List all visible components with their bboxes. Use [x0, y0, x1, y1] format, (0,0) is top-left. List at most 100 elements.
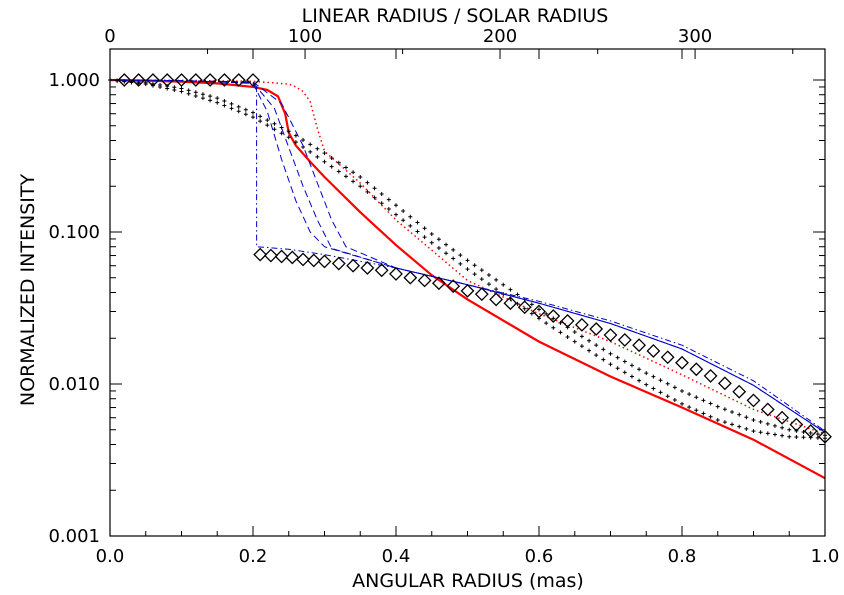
- model-point-plus: [372, 186, 377, 191]
- model-point-plus: [343, 165, 348, 170]
- model-point-plus: [358, 184, 363, 189]
- top-tick-label: 200: [483, 26, 517, 47]
- model-point-plus: [744, 415, 749, 420]
- model-point-plus: [429, 232, 434, 237]
- model-point-plus: [522, 306, 527, 311]
- data-point-diamond: [203, 73, 218, 87]
- data-point-diamond: [217, 73, 232, 87]
- model-point-plus: [615, 355, 620, 360]
- series-line-dashed: [109, 79, 826, 433]
- series-line-solid: [109, 78, 826, 480]
- model-point-plus: [215, 96, 220, 101]
- model-point-plus: [158, 82, 163, 87]
- model-point-plus: [279, 131, 284, 136]
- model-point-plus: [529, 311, 534, 316]
- model-point-plus: [608, 351, 613, 356]
- data-point-diamond: [117, 73, 132, 87]
- model-point-plus: [343, 174, 348, 179]
- model-point-plus: [537, 307, 541, 312]
- model-point-plus: [408, 214, 413, 219]
- model-point-plus: [465, 267, 470, 272]
- data-point-diamond: [274, 249, 289, 264]
- model-point-plus: [665, 394, 670, 399]
- model-point-plus: [765, 421, 770, 426]
- model-point-plus: [458, 253, 463, 258]
- x-tick-label: 0.6: [525, 546, 554, 567]
- model-point-plus: [265, 118, 270, 123]
- data-point-diamond: [632, 338, 647, 353]
- model-point-plus: [722, 420, 727, 425]
- model-point-plus: [444, 242, 449, 247]
- model-point-plus: [708, 414, 713, 419]
- model-point-plus: [744, 426, 749, 431]
- model-point-plus: [379, 201, 384, 206]
- model-point-plus: [200, 96, 205, 101]
- model-point-plus: [486, 282, 491, 287]
- data-point-diamond: [489, 292, 504, 307]
- model-point-plus: [451, 247, 456, 252]
- model-point-plus: [780, 425, 785, 430]
- top-tick-label: 300: [678, 26, 712, 47]
- series-layer: [108, 73, 832, 480]
- model-point-plus: [780, 433, 785, 438]
- model-point-plus: [365, 189, 370, 194]
- model-point-plus: [551, 325, 556, 330]
- data-point-diamond: [253, 247, 268, 262]
- model-point-plus: [658, 390, 663, 395]
- model-point-plus: [708, 401, 713, 406]
- model-point-plus: [193, 93, 198, 98]
- model-point-plus: [172, 85, 177, 90]
- data-point-diamond: [160, 73, 175, 87]
- model-point-plus: [680, 388, 684, 393]
- model-point-plus: [336, 169, 341, 174]
- model-point-plus: [622, 359, 627, 364]
- model-point-plus: [751, 417, 756, 422]
- model-point-plus: [208, 94, 213, 99]
- model-point-plus: [415, 220, 420, 225]
- model-point-plus: [479, 268, 484, 273]
- model-point-plus: [315, 154, 320, 159]
- data-point-diamond: [517, 300, 532, 315]
- data-point-diamond: [589, 322, 604, 336]
- model-point-plus: [629, 363, 634, 368]
- model-point-plus: [479, 277, 484, 282]
- data-point-diamond: [246, 73, 260, 87]
- model-point-plus: [572, 329, 577, 334]
- model-point-plus: [336, 160, 341, 165]
- model-point-plus: [687, 392, 692, 397]
- model-point-plus: [394, 203, 398, 208]
- model-point-plus: [322, 151, 327, 156]
- model-point-plus: [544, 321, 549, 326]
- model-point-plus: [608, 362, 613, 367]
- top-tick-label: 0: [104, 26, 115, 47]
- data-point-diamond: [188, 73, 203, 87]
- model-point-plus: [687, 405, 692, 410]
- model-point-plus: [772, 432, 777, 437]
- model-point-plus: [815, 435, 820, 440]
- model-point-plus: [558, 320, 563, 325]
- data-point-diamond: [503, 296, 518, 311]
- data-point-diamond: [532, 304, 546, 319]
- series-line-dashed: [109, 79, 826, 433]
- model-point-plus: [787, 434, 792, 439]
- model-point-plus: [186, 88, 191, 93]
- model-point-plus: [315, 146, 320, 151]
- data-point-diamond: [263, 248, 278, 263]
- data-point-diamond: [360, 261, 375, 275]
- data-point-diamond: [546, 309, 561, 323]
- data-point-diamond: [789, 417, 804, 432]
- model-point-plus: [329, 155, 334, 160]
- model-point-plus: [308, 142, 313, 147]
- model-point-plus: [644, 382, 649, 387]
- model-point-plus: [229, 106, 234, 111]
- model-point-plus: [236, 109, 241, 114]
- data-point-diamond: [803, 424, 818, 439]
- model-point-plus: [737, 412, 742, 417]
- y-tick-label: 0.010: [48, 374, 100, 395]
- model-point-plus: [472, 263, 477, 268]
- data-point-diamond: [574, 317, 589, 332]
- x-tick-label: 0.8: [668, 546, 697, 567]
- data-point-diamond: [317, 254, 332, 269]
- model-point-plus: [579, 334, 584, 339]
